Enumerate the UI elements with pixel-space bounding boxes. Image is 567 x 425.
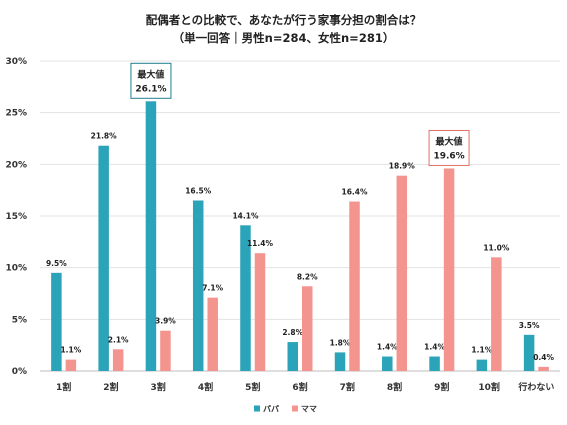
data-label: 1.4% [424,343,445,352]
category-label: 1割 [56,381,71,393]
bar-mama [207,297,218,371]
data-label: 8.2% [297,272,318,281]
max-callout-value: 26.1% [135,84,166,94]
data-label: 1.4% [377,343,398,352]
legend-swatch-mama [292,405,298,412]
data-label: 3.9% [155,317,176,326]
category-label: 8割 [387,381,402,393]
category-label: 3割 [151,381,166,393]
bar-papa [51,272,62,371]
category-label: 5割 [245,381,260,393]
bar-papa [145,101,157,372]
bar-papa [523,334,535,371]
category-label: 4割 [198,381,213,393]
max-callout-box [130,62,172,99]
category-label: 7割 [340,381,355,393]
bar-mama [254,253,266,371]
bar-mama [349,201,360,371]
data-label: 7.1% [202,284,223,293]
category-label: 9割 [434,381,449,393]
y-tick-label: 25% [5,109,27,119]
data-label: 16.4% [342,188,369,197]
bar-papa [334,352,346,371]
bar-mama [443,168,455,371]
data-label: 18.9% [389,162,416,171]
legend-swatch-papa [254,405,260,412]
y-tick-label: 20% [5,160,27,170]
category-label: 2割 [103,381,118,393]
data-label: 11.4% [247,239,274,248]
bar-papa [98,145,109,371]
legend-label-mama: ママ [301,405,317,414]
y-tick-label: 15% [5,212,27,222]
bar-papa [240,225,251,371]
bar-papa [192,200,204,371]
y-tick-label: 5% [12,315,27,325]
bar-mama [538,366,549,371]
data-label: 1.1% [60,346,81,355]
bar-mama [302,286,313,371]
data-label: 1.8% [330,338,351,347]
data-label: 9.5% [46,259,67,268]
max-callout-label: 最大値 [137,68,164,80]
data-label: 21.8% [91,132,118,141]
bar-mama [491,257,502,371]
bar-mama [65,359,77,371]
category-label: 行わない [517,381,554,393]
chart-subtitle: （単一回答｜男性n=284、女性n=281） [172,31,395,45]
category-label: 6割 [292,381,307,393]
data-label: 3.5% [519,321,540,330]
data-label: 11.0% [483,243,510,252]
data-label: 0.4% [533,353,554,362]
chart-title: 配偶者との比較で、あなたが行う家事分担の割合は？ [145,13,422,27]
data-label: 1.1% [471,346,492,355]
data-label: 2.1% [108,335,129,344]
max-callout-box [428,129,470,166]
data-label: 2.8% [282,328,303,337]
bar-mama [112,349,124,371]
data-label: 14.1% [232,211,259,220]
category-label: 10割 [478,381,500,393]
y-tick-label: 30% [5,57,27,67]
max-callout-value: 19.6% [433,151,464,161]
y-tick-label: 0% [12,367,27,377]
y-tick-label: 10% [5,264,27,274]
bar-papa [382,356,393,371]
bar-papa [287,342,298,371]
bar-papa [429,356,440,371]
bar-papa [476,359,488,371]
legend-label-papa: パパ [263,404,279,414]
data-label: 16.5% [185,187,212,196]
bar-mama [160,330,171,371]
bar-mama [396,175,408,371]
max-callout-label: 最大値 [436,135,463,147]
